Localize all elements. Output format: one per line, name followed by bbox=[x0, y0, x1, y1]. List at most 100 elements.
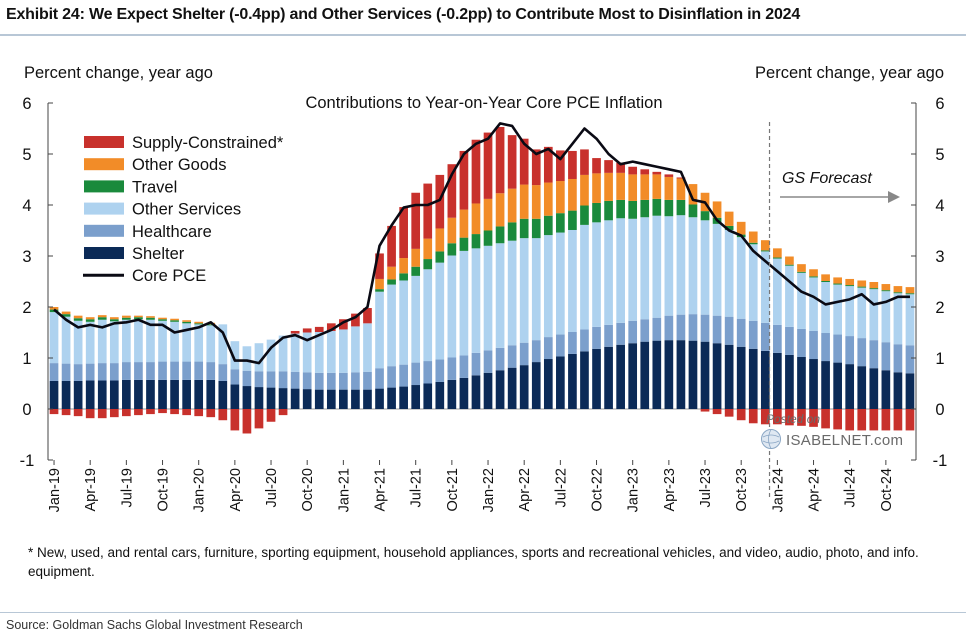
bar-other-goods bbox=[158, 317, 167, 320]
bar-healthcare bbox=[857, 338, 867, 367]
bar-supply-constrained bbox=[206, 409, 216, 418]
bar-healthcare bbox=[158, 361, 167, 380]
bar-shelter bbox=[61, 380, 71, 409]
title-divider bbox=[0, 34, 966, 36]
bar-supply-constrained bbox=[302, 328, 312, 333]
bar-shelter bbox=[640, 341, 650, 409]
forecast-annotation: GS Forecast bbox=[768, 122, 900, 500]
bar-travel bbox=[592, 202, 601, 223]
bar-other-services bbox=[411, 275, 421, 363]
bar-healthcare bbox=[676, 314, 686, 341]
bar-supply-constrained bbox=[182, 409, 191, 416]
bar-supply-constrained bbox=[387, 225, 396, 267]
bar-healthcare bbox=[134, 362, 143, 380]
bar-healthcare bbox=[326, 372, 336, 390]
bar-shelter bbox=[531, 362, 541, 409]
bar-supply-constrained bbox=[254, 409, 264, 429]
bar-healthcare bbox=[760, 322, 770, 351]
right-y-tick-label: -1 bbox=[933, 452, 948, 470]
bar-shelter bbox=[266, 387, 276, 409]
x-tick-label: Jan-24 bbox=[770, 468, 786, 512]
bar-shelter bbox=[604, 346, 613, 409]
bar-travel bbox=[568, 210, 577, 230]
bar-other-goods bbox=[483, 198, 493, 231]
bar-shelter bbox=[158, 379, 167, 409]
bar-healthcare bbox=[712, 315, 722, 344]
bar-shelter bbox=[893, 372, 903, 409]
bar-travel bbox=[724, 225, 734, 230]
bar-healthcare bbox=[543, 337, 553, 360]
bar-shelter bbox=[447, 379, 457, 409]
bar-healthcare bbox=[507, 345, 517, 368]
bar-healthcare bbox=[821, 333, 830, 362]
bar-other-services bbox=[664, 216, 674, 316]
bar-shelter bbox=[435, 381, 445, 409]
bar-other-services bbox=[339, 329, 348, 373]
legend: Supply-Constrained* Other Goods Travel Othe… bbox=[83, 134, 284, 285]
bar-other-goods bbox=[97, 315, 107, 318]
bar-shelter bbox=[302, 389, 312, 409]
x-tick-label: Jan-22 bbox=[481, 468, 497, 512]
bar-shelter bbox=[375, 388, 384, 409]
bar-travel bbox=[760, 250, 770, 252]
bar-supply-constrained bbox=[700, 409, 710, 412]
forecast-label: GS Forecast bbox=[782, 170, 872, 187]
bar-shelter bbox=[519, 365, 529, 409]
bar-shelter bbox=[230, 384, 240, 409]
bar-other-services bbox=[736, 237, 746, 319]
bar-healthcare bbox=[905, 345, 915, 374]
bar-other-goods bbox=[905, 287, 915, 294]
bar-other-goods bbox=[61, 311, 71, 315]
bar-travel bbox=[640, 199, 650, 218]
bar-other-services bbox=[592, 222, 601, 327]
bar-other-goods bbox=[447, 217, 457, 244]
bar-healthcare bbox=[375, 368, 384, 389]
bar-shelter bbox=[278, 388, 288, 409]
bar-shelter bbox=[628, 343, 638, 409]
legend-label-other-goods: Other Goods bbox=[132, 156, 226, 174]
bar-travel bbox=[857, 286, 867, 288]
bar-travel bbox=[785, 264, 794, 266]
bar-other-services bbox=[85, 321, 95, 364]
left-axis-caption: Percent change, year ago bbox=[24, 64, 213, 82]
watermark-posted-on: Posted on bbox=[766, 412, 821, 426]
bar-supply-constrained bbox=[760, 409, 770, 425]
bar-shelter bbox=[423, 383, 433, 409]
bar-travel bbox=[580, 205, 589, 225]
legend-label-supply-constrained: Supply-Constrained* bbox=[132, 134, 284, 152]
bar-travel bbox=[869, 288, 879, 290]
bar-other-goods bbox=[568, 178, 577, 211]
left-y-tick-label: 6 bbox=[22, 95, 31, 113]
bar-healthcare bbox=[531, 340, 541, 363]
bar-other-services bbox=[49, 312, 59, 364]
bar-healthcare bbox=[459, 355, 469, 378]
bar-healthcare bbox=[652, 317, 662, 341]
bar-shelter bbox=[471, 375, 481, 409]
bar-other-services bbox=[471, 248, 481, 353]
bar-healthcare bbox=[628, 320, 638, 344]
bar-travel bbox=[122, 317, 131, 320]
bar-shelter bbox=[869, 368, 879, 409]
bar-travel bbox=[700, 211, 710, 221]
bar-supply-constrained bbox=[543, 146, 553, 183]
bar-shelter bbox=[122, 379, 131, 409]
bar-other-services bbox=[206, 325, 216, 363]
bar-supply-constrained bbox=[326, 323, 336, 331]
bar-travel bbox=[85, 319, 95, 322]
core-pce-line-layer bbox=[53, 122, 910, 365]
right-y-tick-label: 6 bbox=[935, 95, 944, 113]
bar-other-goods bbox=[760, 240, 770, 251]
bar-travel bbox=[61, 314, 71, 317]
legend-swatch-travel bbox=[84, 180, 124, 193]
bar-supply-constrained bbox=[423, 183, 433, 239]
bar-healthcare bbox=[785, 326, 794, 355]
bar-healthcare bbox=[869, 340, 879, 369]
bar-other-services bbox=[616, 218, 625, 323]
forecast-arrow-head bbox=[888, 191, 900, 203]
bar-other-goods bbox=[519, 184, 529, 219]
bar-other-services bbox=[170, 321, 179, 362]
bar-other-services bbox=[109, 321, 119, 364]
bar-shelter bbox=[664, 340, 674, 409]
bar-supply-constrained bbox=[652, 171, 662, 175]
bar-supply-constrained bbox=[97, 409, 107, 419]
